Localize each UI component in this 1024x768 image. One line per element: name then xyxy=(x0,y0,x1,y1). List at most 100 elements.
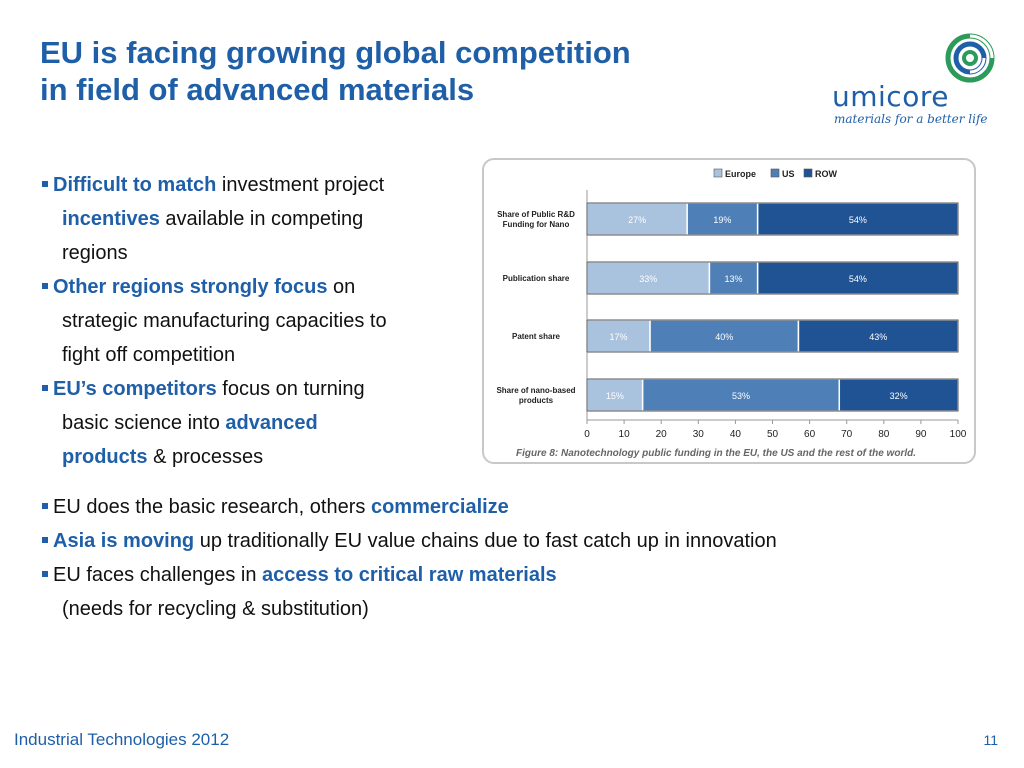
stacked-bar-chart: Europe US ROW 0 10 20 30 40 50 60 70 80 90 100 Share o… xyxy=(496,168,967,459)
slide-title: EU is facing growing global competition … xyxy=(40,34,760,108)
bar-outline xyxy=(586,261,959,295)
chart-panel: Europe US ROW 0 10 20 30 40 50 60 70 80 90 100 Share o… xyxy=(482,158,976,464)
bullet-item: Asia is moving up traditionally EU value… xyxy=(40,524,1000,558)
left-bullet-list: Difficult to match investment project inc… xyxy=(40,168,480,474)
page-number: 11 xyxy=(983,732,998,748)
bullet-text: fight off competition xyxy=(62,344,236,366)
bullet-line: EU faces challenges in access to critica… xyxy=(40,558,1000,592)
bar-segment-row xyxy=(756,202,959,236)
bar-segment-row xyxy=(756,261,959,295)
x-tick-label: 0 xyxy=(584,429,590,440)
bullet-item: Other regions strongly focus on strategic… xyxy=(40,270,480,372)
x-tick-label: 30 xyxy=(693,429,705,440)
highlight-text: advanced xyxy=(225,412,318,434)
bullet-text: focus on turning xyxy=(216,378,365,400)
bar-value-label: 40% xyxy=(715,332,733,342)
bar-segment-europe xyxy=(586,319,651,353)
bullet-square-icon xyxy=(42,571,48,578)
highlight-text: access to critical raw materials xyxy=(262,564,557,586)
bar-value-label: 13% xyxy=(725,274,743,284)
x-tick-label: 100 xyxy=(950,429,967,440)
highlight-text: incentives xyxy=(62,208,160,230)
bullet-line: products & processes xyxy=(40,440,480,474)
legend-label: ROW xyxy=(815,169,838,179)
bullet-line: fight off competition xyxy=(40,338,480,372)
bar-value-label: 54% xyxy=(849,274,867,284)
bar-segment-europe xyxy=(586,202,688,236)
bullet-text: on xyxy=(327,276,356,298)
bottom-bullet-list: EU does the basic research, others comme… xyxy=(40,490,1000,626)
logo-wordmark: umicore xyxy=(832,80,949,113)
bar-value-label: 17% xyxy=(610,332,628,342)
x-tick-label: 20 xyxy=(656,429,668,440)
bar-value-label: 32% xyxy=(890,391,908,401)
bar-value-label: 15% xyxy=(606,391,624,401)
legend-label: Europe xyxy=(725,169,756,179)
x-tick-label: 80 xyxy=(878,429,890,440)
bar-value-label: 53% xyxy=(732,391,750,401)
bullet-square-icon xyxy=(42,181,48,188)
bullet-square-icon xyxy=(42,283,48,290)
bullet-text: available in competing xyxy=(159,208,364,230)
bullet-text: EU does the basic research, others xyxy=(53,496,371,518)
bullet-text: investment project xyxy=(216,174,385,196)
x-tick-label: 10 xyxy=(619,429,631,440)
category-label: Funding for Nano xyxy=(503,220,570,229)
bullet-text: (needs for recycling & substitution) xyxy=(62,598,369,620)
bullet-line: Asia is moving up traditionally EU value… xyxy=(40,524,1000,558)
bar-value-label: 27% xyxy=(628,215,646,225)
bullet-square-icon xyxy=(42,385,48,392)
category-label: Share of nano-based xyxy=(496,386,575,395)
bullet-square-icon xyxy=(42,537,48,544)
title-line-1: EU is facing growing global competition xyxy=(40,35,631,70)
umicore-swirl-icon xyxy=(945,33,995,83)
bullet-text: & processes xyxy=(147,446,264,468)
x-tick-label: 90 xyxy=(915,429,927,440)
footer-text: Industrial Technologies 2012 xyxy=(14,730,230,749)
x-tick-label: 70 xyxy=(841,429,853,440)
bar-outline xyxy=(586,378,959,412)
highlight-text: commercialize xyxy=(370,496,509,518)
bar-segment-row xyxy=(797,319,959,353)
category-label: Publication share xyxy=(503,274,570,283)
bullet-line: EU’s competitors focus on turning xyxy=(40,372,480,406)
bar-segment-us xyxy=(641,378,841,412)
bar-value-label: 43% xyxy=(869,332,887,342)
highlight-text: Other regions strongly focus xyxy=(53,276,328,298)
legend-swatch xyxy=(803,168,813,178)
bullet-line: strategic manufacturing capacities to xyxy=(40,304,480,338)
bar-outline xyxy=(586,202,959,236)
highlight-text: products xyxy=(62,446,148,468)
legend-swatch xyxy=(770,168,780,178)
bullet-line: Difficult to match investment project xyxy=(40,168,480,202)
title-line-2: in field of advanced materials xyxy=(40,72,475,107)
bullet-text: EU faces challenges in xyxy=(53,564,263,586)
bullet-item: Difficult to match investment project inc… xyxy=(40,168,480,270)
bullet-line: regions xyxy=(40,236,480,270)
x-tick-label: 40 xyxy=(730,429,742,440)
highlight-text: Asia is moving xyxy=(53,530,195,552)
bullet-line: Other regions strongly focus on xyxy=(40,270,480,304)
highlight-text: Difficult to match xyxy=(53,174,217,196)
bullet-line: EU does the basic research, others comme… xyxy=(40,490,1000,524)
bullet-square-icon xyxy=(42,503,48,510)
bullet-item: EU’s competitors focus on turning basic s… xyxy=(40,372,480,474)
logo-tagline: materials for a better life xyxy=(834,112,988,126)
bar-segment-europe xyxy=(586,378,644,412)
category-label: Patent share xyxy=(512,332,561,341)
bar-value-label: 33% xyxy=(639,274,657,284)
chart-caption: Figure 8: Nanotechnology public funding … xyxy=(516,448,916,459)
x-tick-label: 60 xyxy=(804,429,816,440)
bar-value-label: 19% xyxy=(713,215,731,225)
bullet-text: basic science into xyxy=(62,412,226,434)
bullet-line: incentives available in competing xyxy=(40,202,480,236)
category-label: products xyxy=(519,396,554,405)
umicore-logo: umicore materials for a better life xyxy=(828,32,1000,128)
bullet-text: regions xyxy=(62,242,128,264)
bullet-text: strategic manufacturing capacities to xyxy=(62,310,387,332)
bar-outline xyxy=(586,319,959,353)
bullet-line: (needs for recycling & substitution) xyxy=(40,592,1000,626)
bar-value-label: 54% xyxy=(849,215,867,225)
bullet-line: basic science into advanced xyxy=(40,406,480,440)
category-label: Share of Public R&D xyxy=(497,210,575,219)
